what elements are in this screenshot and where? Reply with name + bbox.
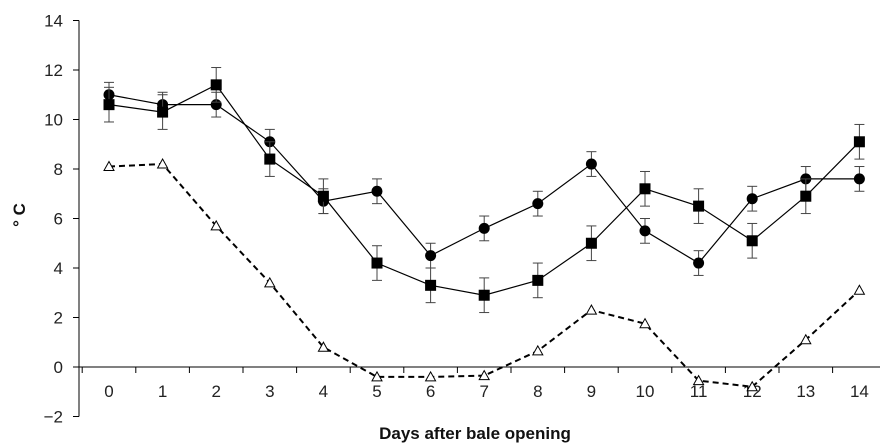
y-tick-label: 2 xyxy=(54,309,63,328)
data-point-square xyxy=(693,200,705,212)
data-point-square xyxy=(853,136,865,148)
data-point-square xyxy=(585,237,597,249)
data-point-triangle xyxy=(692,374,705,386)
data-point-triangle xyxy=(531,344,544,356)
data-point-square xyxy=(103,99,115,111)
x-tick-label: 11 xyxy=(690,382,708,401)
data-point-square xyxy=(478,289,490,301)
series-line xyxy=(108,163,861,388)
data-point-circle xyxy=(639,225,651,237)
y-tick-label: −2 xyxy=(44,408,63,427)
x-tick-label: 3 xyxy=(265,382,274,401)
y-tick-label: 14 xyxy=(44,12,63,31)
data-point-square xyxy=(157,106,169,118)
x-tick-label: 1 xyxy=(158,382,167,401)
data-point-triangle xyxy=(263,276,276,288)
data-point-triangle xyxy=(317,341,330,352)
x-tick-label: 8 xyxy=(533,382,542,401)
y-tick-label: 0 xyxy=(54,358,63,377)
data-point-circle xyxy=(478,222,490,234)
axes xyxy=(73,20,880,417)
data-point-circle xyxy=(746,193,758,205)
data-point-circle xyxy=(585,158,597,170)
data-point-triangle xyxy=(853,284,866,295)
series-line xyxy=(108,84,860,296)
y-axis-title: ° C xyxy=(10,203,29,227)
series-open-triangle xyxy=(103,158,866,392)
data-point-triangle xyxy=(371,370,383,382)
x-tick-label: 6 xyxy=(426,382,435,401)
data-point-square xyxy=(371,257,383,269)
data-point-triangle xyxy=(156,158,169,169)
data-point-circle xyxy=(532,198,544,210)
data-point-square xyxy=(746,235,758,247)
data-point-triangle xyxy=(799,333,812,345)
x-tick-label: 14 xyxy=(850,382,869,401)
data-point-square xyxy=(425,279,437,291)
data-point-circle xyxy=(371,185,383,197)
x-tick-label: 7 xyxy=(479,382,488,401)
x-tick-label: 9 xyxy=(587,382,596,401)
data-point-triangle xyxy=(585,304,598,315)
data-point-triangle xyxy=(103,160,115,172)
x-axis-title: Days after bale opening xyxy=(379,424,571,443)
x-tick-label: 10 xyxy=(636,382,655,401)
data-point-triangle xyxy=(639,317,651,329)
data-point-square xyxy=(210,79,222,91)
data-point-square xyxy=(532,274,544,286)
data-point-square xyxy=(317,190,329,202)
y-tick-label: 10 xyxy=(44,111,63,130)
x-tick-label: 2 xyxy=(211,382,220,401)
x-tick-label: 5 xyxy=(372,382,381,401)
y-tick-label: 8 xyxy=(54,160,63,179)
y-tick-label: 4 xyxy=(54,259,63,278)
x-tick-label: 13 xyxy=(796,382,815,401)
x-tick-label: 4 xyxy=(319,382,328,401)
data-point-circle xyxy=(425,250,437,262)
y-tick-label: 12 xyxy=(44,61,63,80)
series-square xyxy=(103,67,865,314)
series-circle xyxy=(103,81,865,276)
data-point-circle xyxy=(853,173,865,185)
data-point-triangle xyxy=(746,380,759,392)
data-point-triangle xyxy=(478,369,491,381)
data-point-triangle xyxy=(210,219,223,231)
y-tick-label: 6 xyxy=(54,210,63,229)
data-point-circle xyxy=(693,257,705,269)
data-point-square xyxy=(639,183,651,195)
x-tick-label: 0 xyxy=(104,382,113,401)
plot-area xyxy=(103,67,866,392)
data-point-triangle xyxy=(424,370,437,382)
data-point-square xyxy=(800,190,812,202)
data-point-square xyxy=(264,153,276,165)
